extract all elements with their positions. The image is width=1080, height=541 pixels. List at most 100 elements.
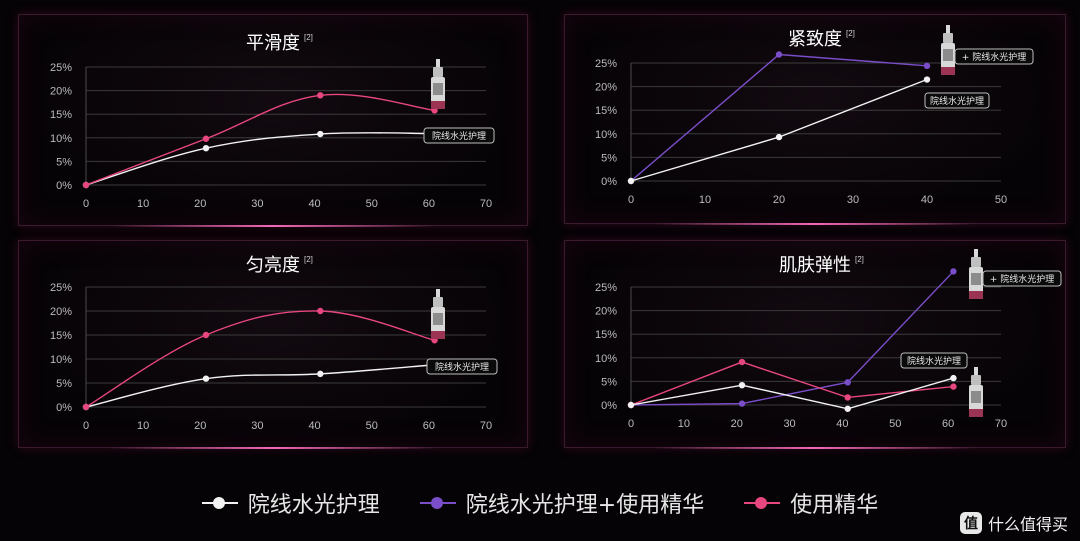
- chart-panel-elasticity: 肌肤弹性 [2] 0% 5% 10% 15% 20% 25% 0 10 20 30 40 50 60 70 + …: [564, 240, 1066, 449]
- chart-svg: 平滑度 [2] 0% 5% 10% 15% 20% 25% 0 10 20 30 40 50 60 70 院线水…: [50, 33, 495, 210]
- y-tick-label: 5%: [56, 156, 72, 168]
- watermark-text: 什么值得买: [987, 515, 1068, 534]
- y-tick-label: 5%: [601, 376, 617, 388]
- data-point: [844, 405, 851, 412]
- chart-title: 肌肤弹性: [779, 255, 851, 276]
- chart-panel-smoothness: 平滑度 [2] 0% 5% 10% 15% 20% 25% 0 10 20 30 40 50 60 70 院线水…: [18, 14, 528, 227]
- chart-svg: 紧致度 [2] 0% 5% 10% 15% 20% 25% 0 10 20 30 40 50 + 院线水光护…: [595, 25, 1034, 206]
- x-tick-label: 20: [194, 198, 206, 210]
- chart-title-footnote: [2]: [304, 33, 313, 42]
- x-tick-label: 40: [836, 418, 848, 430]
- y-tick-label: 5%: [56, 378, 72, 390]
- y-tick-label: 15%: [50, 109, 72, 121]
- data-point: [202, 331, 210, 339]
- data-point: [82, 181, 90, 189]
- x-tick-label: 60: [942, 418, 954, 430]
- chart-legend: 院线水光护理 院线水光护理+使用精华 使用精华: [0, 478, 1080, 528]
- chart-title-footnote: [2]: [846, 29, 855, 38]
- y-tick-label: 0%: [56, 402, 72, 414]
- y-tick-label: 15%: [50, 330, 72, 342]
- product-callout: 院线水光护理: [426, 358, 498, 375]
- x-tick-label: 30: [251, 198, 263, 210]
- callout-label: + 院线水光护理: [962, 51, 1026, 63]
- y-gridlines: [86, 66, 486, 186]
- chart-panel-brightness: 匀亮度 [2] 0% 5% 10% 15% 20% 25% 0 10 20 30 40 50 60 70 院线水…: [18, 240, 528, 449]
- data-point: [627, 401, 635, 409]
- y-tick-label: 25%: [50, 282, 72, 294]
- series-line: [630, 53, 928, 182]
- serum-bottle-icon: [431, 59, 445, 109]
- y-tick-label: 0%: [601, 176, 617, 188]
- chart-title-footnote: [2]: [855, 255, 864, 264]
- y-gridlines: [86, 286, 486, 408]
- legend-item-hydro: 院线水光护理: [201, 487, 380, 519]
- product-callout: 院线水光护理: [924, 92, 990, 109]
- legend-label: 院线水光护理+使用精华: [465, 493, 705, 518]
- data-point: [317, 370, 324, 378]
- x-tick-label: 70: [480, 420, 492, 432]
- x-tick-label: 60: [423, 420, 435, 432]
- data-point: [923, 76, 931, 83]
- x-tick-label: 50: [889, 418, 901, 430]
- chart-svg: 匀亮度 [2] 0% 5% 10% 15% 20% 25% 0 10 20 30 40 50 60 70 院线水…: [50, 255, 498, 432]
- x-tick-label: 10: [678, 418, 690, 430]
- data-point: [950, 268, 957, 275]
- serum-bottle-icon: [941, 25, 955, 75]
- data-point: [202, 135, 210, 142]
- x-tick-label: 10: [137, 420, 149, 432]
- chart-svg: 肌肤弹性 [2] 0% 5% 10% 15% 20% 25% 0 10 20 30 40 50 60 70 + …: [595, 249, 1062, 430]
- data-point: [317, 307, 324, 315]
- data-point: [202, 375, 210, 382]
- legend-swatch-icon: [419, 496, 456, 510]
- series-line: [630, 361, 954, 406]
- data-point: [950, 383, 957, 390]
- chart-title: 平滑度: [246, 33, 300, 54]
- chart-panel-firmness: 紧致度 [2] 0% 5% 10% 15% 20% 25% 0 10 20 30 40 50 + 院线水光护…: [564, 14, 1066, 225]
- serum-bottle-icon: [969, 249, 983, 299]
- legend-swatch-icon: [744, 496, 781, 510]
- y-tick-label: 0%: [601, 400, 617, 412]
- watermark: 值 什么值得买: [959, 511, 1068, 535]
- data-point: [775, 51, 783, 58]
- y-tick-label: 25%: [595, 58, 617, 70]
- y-tick-label: 25%: [50, 62, 72, 74]
- legend-label: 院线水光护理: [247, 493, 380, 518]
- series-line: [85, 364, 435, 408]
- data-point: [317, 92, 324, 99]
- data-point: [775, 133, 783, 141]
- y-tick-label: 20%: [595, 82, 617, 94]
- product-callout: 院线水光护理: [900, 352, 968, 369]
- x-tick-label: 0: [83, 420, 89, 432]
- y-tick-label: 10%: [50, 133, 72, 145]
- data-point: [82, 403, 90, 411]
- legend-item-serum: 使用精华: [744, 487, 878, 519]
- x-tick-label: 50: [366, 420, 378, 432]
- y-tick-label: 20%: [50, 86, 72, 98]
- y-tick-label: 15%: [595, 105, 617, 117]
- x-tick-label: 0: [628, 194, 634, 206]
- y-tick-label: 0%: [56, 180, 72, 192]
- series-line: [630, 270, 954, 406]
- x-tick-label: 20: [194, 420, 206, 432]
- x-tick-label: 30: [847, 194, 859, 206]
- legend-item-hydro-plus-serum: 院线水光护理+使用精华: [419, 487, 705, 519]
- x-tick-label: 10: [137, 198, 149, 210]
- chart-title: 匀亮度: [246, 255, 300, 276]
- data-point: [738, 400, 746, 407]
- product-callout: + 院线水光护理: [954, 48, 1034, 65]
- x-tick-label: 40: [921, 194, 933, 206]
- data-point: [923, 62, 931, 70]
- data-point: [202, 144, 210, 152]
- y-tick-label: 25%: [595, 282, 617, 294]
- callout-label: 院线水光护理: [432, 130, 486, 142]
- y-tick-label: 5%: [601, 152, 617, 164]
- callout-label: + 院线水光护理: [990, 273, 1054, 285]
- y-tick-label: 20%: [595, 306, 617, 318]
- watermark-logo-icon: 值: [959, 512, 982, 534]
- y-gridlines: [631, 62, 1001, 182]
- data-point: [844, 394, 851, 401]
- x-tick-label: 30: [783, 418, 795, 430]
- callout-label: 院线水光护理: [907, 355, 961, 367]
- product-callout: + 院线水光护理: [982, 270, 1062, 287]
- y-tick-label: 15%: [595, 329, 617, 341]
